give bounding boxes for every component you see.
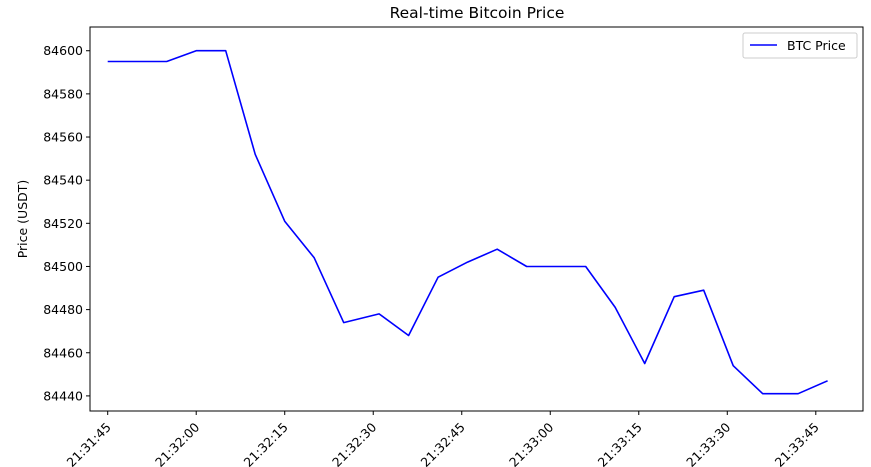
x-tick-label: 21:31:45 <box>64 420 114 467</box>
y-tick-label: 84500 <box>43 259 83 274</box>
plot-area <box>89 26 864 412</box>
x-axis: 21:31:45 21:32:00 21:32:15 21:32:30 21:32:45… <box>64 411 822 467</box>
x-tick-label: 21:32:30 <box>329 419 379 467</box>
x-tick-label: 21:32:00 <box>152 419 202 467</box>
y-axis: 84440 84460 84480 84500 84520 84540 84560 84580… <box>43 43 90 403</box>
y-tick-label: 84440 <box>43 388 83 403</box>
x-tick-label: 21:33:45 <box>772 420 822 467</box>
y-tick-label: 84560 <box>43 130 83 145</box>
y-axis-title: Price (USDT) <box>15 180 30 259</box>
x-tick-label: 21:32:15 <box>241 420 291 467</box>
y-tick-label: 84460 <box>43 345 83 360</box>
x-tick-label: 21:33:15 <box>595 420 645 467</box>
y-tick-label: 84480 <box>43 302 83 317</box>
x-tick-label: 21:33:00 <box>506 419 556 467</box>
x-tick-label: 21:32:45 <box>418 420 468 467</box>
y-tick-label: 84520 <box>43 216 83 231</box>
y-tick-label: 84600 <box>43 43 83 58</box>
y-tick-label: 84540 <box>43 173 83 188</box>
series-line-btc-price <box>107 49 828 395</box>
series-layer <box>107 49 828 395</box>
legend-box <box>742 32 858 59</box>
x-tick-label: 21:33:30 <box>683 419 733 467</box>
legend: BTC Price <box>742 32 858 59</box>
chart-title: Real-time Bitcoin Price <box>390 4 565 22</box>
legend-label-btc-price: BTC Price <box>787 38 846 53</box>
y-tick-label: 84580 <box>43 86 83 101</box>
